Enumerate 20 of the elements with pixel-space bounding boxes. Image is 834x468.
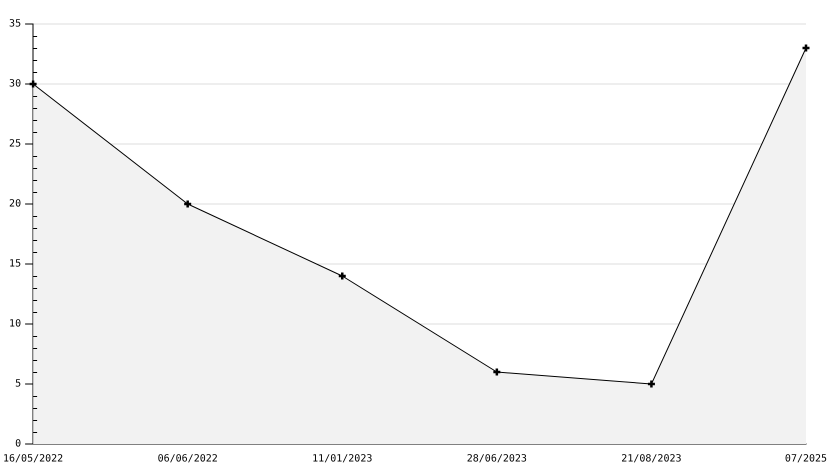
point [801, 43, 811, 53]
x-tick-label: 16/05/2022 [2, 454, 64, 465]
y-tick-label: 20 [9, 198, 22, 210]
y-tick-label: 30 [9, 78, 22, 90]
x-tick-label: 07/2025 [784, 454, 828, 465]
point [338, 271, 348, 281]
y-tick-label: 10 [9, 318, 22, 330]
y-tick-label: 5 [15, 378, 22, 390]
point [28, 79, 38, 89]
x-tick-label: 06/06/2022 [158, 454, 218, 465]
x-tick-label: 21/08/2023 [621, 454, 682, 465]
y-tick-label: 0 [15, 438, 22, 450]
y-tick-label: 35 [9, 18, 22, 30]
point [492, 367, 502, 377]
point [182, 199, 192, 209]
point [646, 379, 656, 389]
y-tick-label: 25 [9, 138, 22, 150]
x-tick-label: 28/06/2023 [466, 454, 527, 465]
x-tick-label: 11/01/2023 [312, 454, 372, 465]
y-tick-label: 15 [9, 258, 22, 270]
